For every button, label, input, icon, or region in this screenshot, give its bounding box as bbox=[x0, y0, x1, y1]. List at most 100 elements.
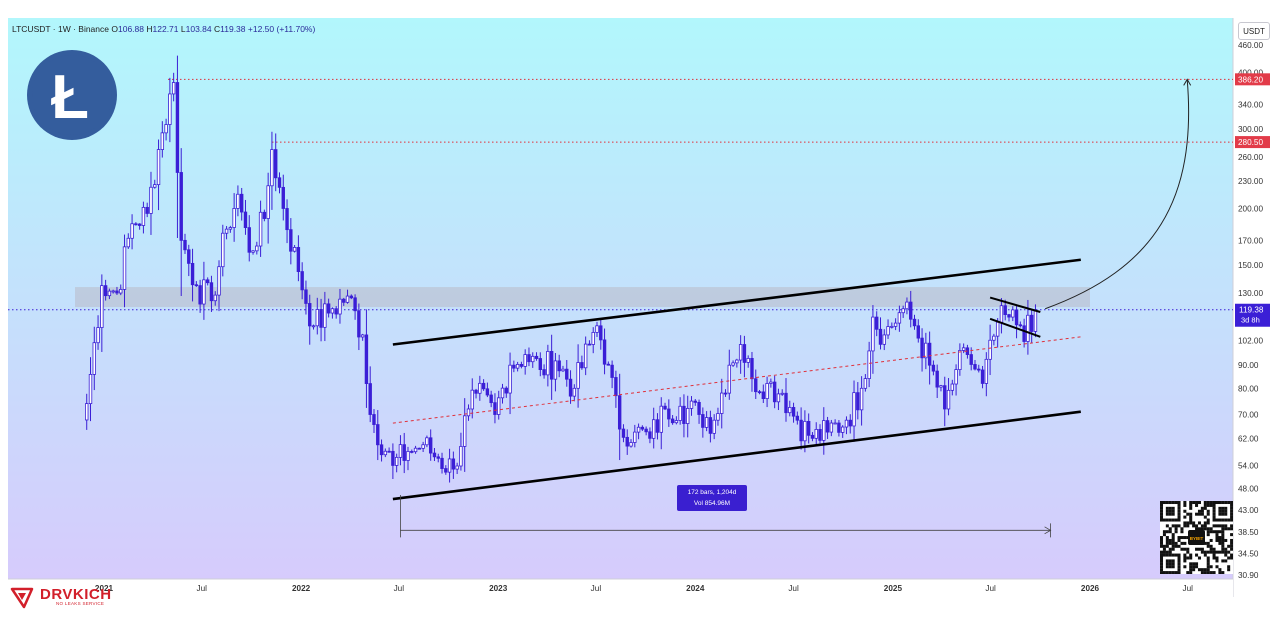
candle-body-up bbox=[323, 303, 327, 328]
qr-module bbox=[1203, 568, 1207, 572]
qr-module bbox=[1197, 527, 1201, 531]
qr-module bbox=[1168, 541, 1172, 545]
qr-module bbox=[1160, 501, 1164, 505]
qr-module bbox=[1203, 550, 1207, 554]
candle-body-down bbox=[353, 297, 357, 312]
candle-body-down bbox=[818, 429, 822, 441]
candle-body-down bbox=[527, 354, 531, 363]
qr-module bbox=[1197, 556, 1201, 560]
time-axis-panel[interactable] bbox=[8, 579, 1233, 597]
candle-body-down bbox=[304, 289, 308, 304]
candle-body-up bbox=[217, 266, 221, 296]
candle-body-up bbox=[576, 362, 580, 389]
time-tick-label: Jul bbox=[394, 584, 405, 593]
candle bbox=[493, 393, 497, 424]
candle-body-down bbox=[875, 316, 879, 330]
symbol-legend[interactable]: LTCUSDT · 1W · Binance O106.88 H122.71 L… bbox=[12, 24, 315, 34]
candle-body-down bbox=[417, 447, 422, 450]
candle-body-up bbox=[270, 149, 274, 187]
low-value: 103.84 bbox=[185, 24, 212, 34]
target-2-price-label: 280.50 bbox=[1238, 138, 1263, 147]
candle bbox=[750, 351, 754, 392]
candle-body-up bbox=[406, 451, 410, 461]
candle-body-down bbox=[534, 355, 539, 359]
qr-module bbox=[1192, 565, 1196, 569]
qr-module bbox=[1183, 524, 1187, 528]
candle-body-down bbox=[621, 428, 626, 438]
qr-module bbox=[1206, 521, 1210, 525]
candle bbox=[531, 352, 535, 368]
candle-body-up bbox=[96, 327, 100, 344]
candle-body-up bbox=[1033, 309, 1038, 332]
qr-module bbox=[1224, 547, 1228, 551]
candle-body-up bbox=[470, 389, 474, 410]
qr-module bbox=[1189, 521, 1193, 525]
qr-module bbox=[1195, 501, 1199, 505]
qr-module bbox=[1165, 501, 1169, 505]
qr-module bbox=[1177, 506, 1181, 510]
qr-module bbox=[1177, 568, 1181, 572]
symbol-name[interactable]: LTCUSDT · 1W · Binance bbox=[12, 24, 109, 34]
qr-module bbox=[1206, 509, 1210, 513]
candle-body-up bbox=[523, 354, 527, 367]
candle bbox=[825, 416, 830, 439]
candle-body-down bbox=[334, 308, 338, 315]
price-axis-unit-button[interactable]: USDT bbox=[1238, 22, 1270, 40]
candle bbox=[436, 453, 440, 463]
qr-module bbox=[1200, 512, 1204, 516]
candle bbox=[568, 370, 573, 404]
candle-body-down bbox=[440, 457, 444, 469]
channel-lower-trendline bbox=[392, 410, 1081, 501]
qr-module bbox=[1230, 509, 1234, 513]
candle-body-up bbox=[1011, 309, 1015, 318]
qr-module bbox=[1171, 536, 1175, 540]
qr-module bbox=[1160, 550, 1164, 554]
candle bbox=[111, 289, 115, 294]
candle-body-up bbox=[905, 301, 909, 310]
candle-body-down bbox=[428, 437, 433, 454]
qr-module bbox=[1165, 571, 1169, 575]
qr-module bbox=[1168, 530, 1172, 534]
candle bbox=[704, 411, 709, 432]
candle-body-down bbox=[247, 227, 251, 253]
candle bbox=[780, 389, 784, 396]
candle-body-up bbox=[330, 308, 335, 314]
qr-module bbox=[1203, 541, 1207, 545]
open-label: O bbox=[111, 24, 118, 34]
candle bbox=[451, 451, 456, 479]
qr-module bbox=[1160, 503, 1164, 507]
candle bbox=[757, 389, 762, 395]
candle-body-up bbox=[651, 419, 656, 439]
qr-module bbox=[1186, 556, 1190, 560]
change-value: +12.50 (+11.70%) bbox=[247, 24, 316, 34]
candle-body-down bbox=[795, 415, 800, 421]
candle bbox=[504, 386, 508, 398]
qr-module bbox=[1221, 550, 1225, 554]
candle-body-up bbox=[531, 355, 535, 363]
candle bbox=[670, 415, 675, 425]
qr-module bbox=[1206, 533, 1210, 537]
candle bbox=[387, 447, 391, 453]
candle bbox=[818, 424, 822, 444]
qr-module bbox=[1168, 553, 1172, 557]
qr-module bbox=[1230, 556, 1234, 560]
qr-module bbox=[1224, 527, 1228, 531]
qr-module bbox=[1160, 515, 1164, 519]
qr-module bbox=[1212, 512, 1216, 516]
watermark-tagline: NO LEAKS SERVICE bbox=[56, 601, 105, 606]
qr-module bbox=[1183, 565, 1187, 569]
candle-body-down bbox=[935, 370, 939, 388]
qr-module bbox=[1230, 515, 1234, 519]
qr-module bbox=[1230, 533, 1234, 537]
candle bbox=[342, 297, 346, 306]
high-value: 122.71 bbox=[152, 24, 179, 34]
qr-module bbox=[1183, 521, 1187, 525]
candle bbox=[769, 378, 773, 388]
candle bbox=[742, 335, 747, 378]
candle-body-down bbox=[308, 303, 312, 327]
candle bbox=[168, 77, 172, 143]
candle bbox=[345, 289, 350, 304]
qr-module bbox=[1192, 562, 1196, 566]
qr-module bbox=[1218, 541, 1222, 545]
